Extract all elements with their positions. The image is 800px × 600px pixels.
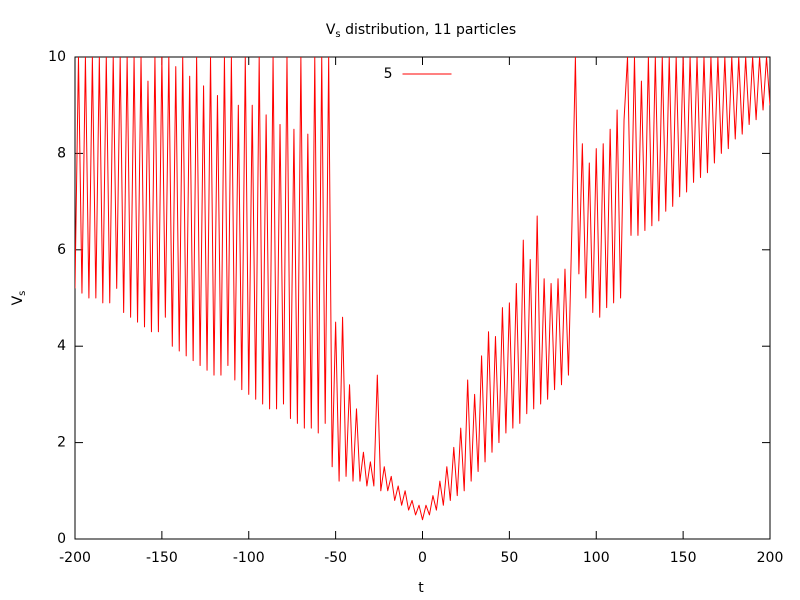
title-part: distribution, 11 particles <box>341 22 517 38</box>
y-tick-label: 2 <box>57 435 66 451</box>
x-tick-label: 0 <box>418 550 427 566</box>
x-tick-label: -150 <box>146 550 178 566</box>
legend-label: 5 <box>384 66 393 82</box>
y-tick-label: 10 <box>48 49 66 65</box>
y-tick-label: 0 <box>57 531 66 547</box>
y-axis-label: Vs <box>10 291 28 306</box>
x-tick-label: -100 <box>233 550 265 566</box>
y-tick-label: 6 <box>57 242 66 258</box>
x-tick-label: 50 <box>500 550 518 566</box>
plot-frame <box>74 56 771 540</box>
y-label-subscript: s <box>17 291 28 296</box>
x-tick-label: 100 <box>583 550 610 566</box>
title-subscript: s <box>335 29 340 40</box>
y-tick-label: 4 <box>57 338 66 354</box>
y-label-part: V <box>10 295 26 305</box>
x-tick-label: 200 <box>757 550 784 566</box>
title-part: V <box>326 22 336 38</box>
x-tick-label: -50 <box>324 550 347 566</box>
x-tick-label: -200 <box>59 550 91 566</box>
chart-title: Vs distribution, 11 particles <box>326 22 516 40</box>
y-tick-label: 8 <box>57 145 66 161</box>
x-axis-label: t <box>418 580 424 596</box>
data-line <box>75 57 770 521</box>
x-tick-label: 150 <box>670 550 697 566</box>
plot-area <box>75 57 770 521</box>
